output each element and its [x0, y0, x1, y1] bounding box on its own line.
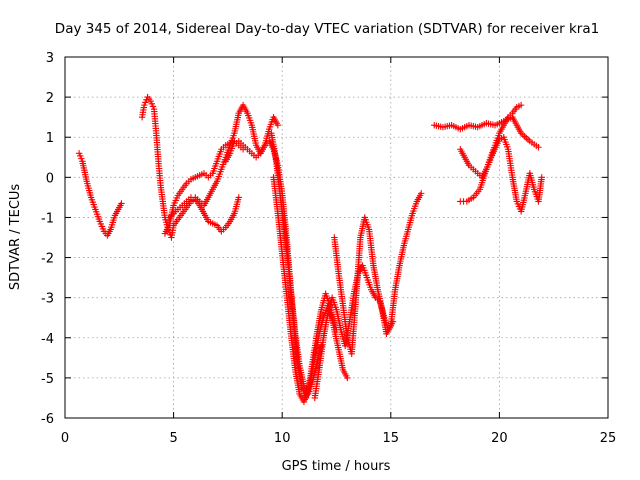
y-tick-label: 3: [46, 51, 54, 66]
y-axis-label: SDTVAR / TECUs: [8, 184, 23, 291]
y-tick-label: 1: [46, 131, 54, 146]
x-tick-label: 0: [61, 431, 69, 446]
y-tick-label: 0: [46, 171, 54, 186]
data-point: [274, 121, 282, 129]
data-point: [344, 374, 351, 382]
y-tick-label: 2: [46, 91, 54, 106]
x-tick-label: 5: [169, 431, 177, 446]
y-tick-label: -2: [41, 252, 54, 267]
data-point: [535, 144, 542, 151]
series-s11: [457, 101, 525, 181]
data-points: [75, 93, 545, 406]
series-s2: [138, 93, 242, 241]
plot-frame: [64, 56, 609, 419]
series-s6: [268, 130, 340, 402]
data-point: [318, 342, 325, 349]
data-point: [235, 194, 242, 201]
axis-ticks: 0 5 10 15 20 25 -6 -5 -4 -3 -2 -1 0 1 2 3: [41, 51, 616, 446]
x-tick-label: 20: [491, 431, 508, 446]
series-s9: [331, 190, 425, 358]
y-tick-label: -5: [41, 372, 54, 387]
y-tick-label: -1: [41, 211, 54, 226]
series-s12: [457, 134, 545, 215]
data-point: [517, 101, 525, 109]
data-point: [538, 174, 545, 181]
x-tick-label: 25: [600, 431, 617, 446]
data-point: [118, 200, 125, 207]
chart-title: Day 345 of 2014, Sidereal Day-to-day VTE…: [55, 21, 599, 37]
data-point: [418, 190, 425, 197]
grid: [65, 57, 608, 418]
y-tick-label: -6: [41, 412, 54, 427]
y-tick-label: -4: [41, 332, 54, 347]
y-tick-label: -3: [41, 292, 54, 307]
series-s10: [431, 113, 542, 151]
series-s1: [75, 150, 125, 239]
x-tick-label: 10: [274, 431, 291, 446]
x-axis-label: GPS time / hours: [282, 459, 391, 474]
x-tick-label: 15: [383, 431, 400, 446]
